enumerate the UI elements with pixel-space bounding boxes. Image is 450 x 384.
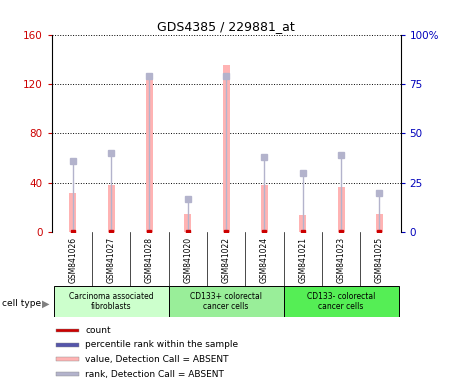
Text: ▶: ▶ (42, 298, 50, 308)
Bar (223, 65, 230, 232)
Bar (146, 76, 153, 232)
Text: GSM841024: GSM841024 (260, 237, 269, 283)
Text: GSM841025: GSM841025 (375, 237, 384, 283)
Bar (169, 286, 284, 317)
Bar (54, 286, 169, 317)
Text: percentile rank within the sample: percentile rank within the sample (86, 340, 238, 349)
Bar (261, 185, 268, 232)
Title: GDS4385 / 229881_at: GDS4385 / 229881_at (157, 20, 295, 33)
Text: value, Detection Call = ABSENT: value, Detection Call = ABSENT (86, 355, 229, 364)
Text: cell type: cell type (2, 299, 41, 308)
Bar (338, 187, 345, 232)
Text: count: count (86, 326, 111, 335)
Text: GSM841022: GSM841022 (221, 237, 230, 283)
Text: GSM841020: GSM841020 (183, 237, 192, 283)
Bar (69, 193, 76, 232)
Bar (184, 214, 191, 232)
Text: Carcinoma associated
fibroblasts: Carcinoma associated fibroblasts (69, 292, 153, 311)
Bar (56, 343, 80, 347)
Text: GSM841026: GSM841026 (68, 237, 77, 283)
Text: CD133+ colorectal
cancer cells: CD133+ colorectal cancer cells (190, 292, 262, 311)
Text: GSM841028: GSM841028 (145, 237, 154, 283)
Bar (56, 372, 80, 376)
Text: GSM841021: GSM841021 (298, 237, 307, 283)
Bar (56, 357, 80, 361)
Text: CD133- colorectal
cancer cells: CD133- colorectal cancer cells (307, 292, 375, 311)
Bar (108, 185, 115, 232)
Text: rank, Detection Call = ABSENT: rank, Detection Call = ABSENT (86, 370, 224, 379)
Bar (376, 214, 383, 232)
Text: GSM841027: GSM841027 (107, 237, 116, 283)
Bar (299, 215, 306, 232)
Text: GSM841023: GSM841023 (337, 237, 346, 283)
Bar (284, 286, 399, 317)
Bar (56, 329, 80, 333)
